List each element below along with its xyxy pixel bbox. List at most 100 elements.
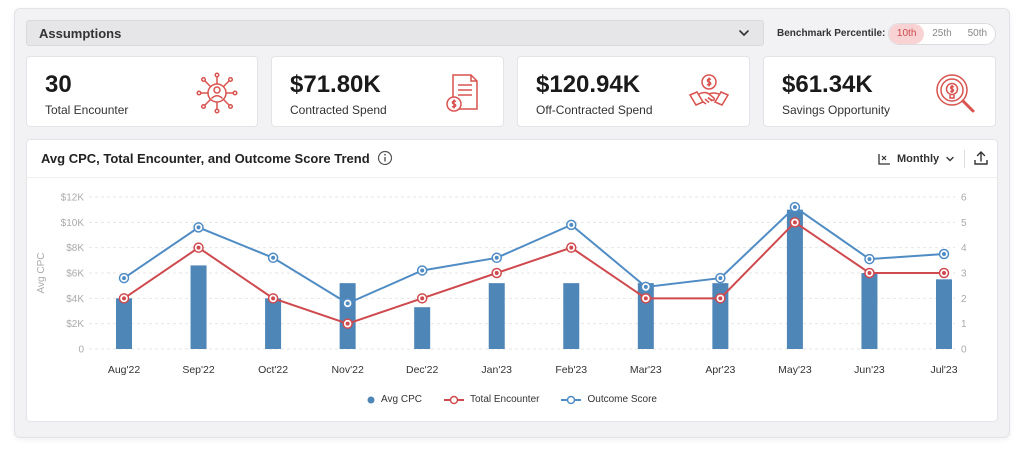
magnify-dollar-icon <box>936 74 975 113</box>
percentile-option-10th[interactable]: 10th <box>889 24 925 44</box>
benchmark-percentile-toggle: 10th 25th 50th <box>888 23 996 45</box>
kpi-label: Contracted Spend <box>290 103 387 117</box>
x-tick-label: Sep'22 <box>182 364 215 376</box>
outcome-score-point-core <box>494 255 499 260</box>
total-encounter-point-core <box>569 245 574 250</box>
legend-total-encounter[interactable]: Total Encounter <box>443 394 540 405</box>
x-tick-label: Nov'22 <box>331 364 364 376</box>
left-tick-label: $2K <box>66 319 84 330</box>
chart-legend: Avg CPC Total Encounter Outcome Score <box>27 394 997 405</box>
left-tick-label: $6K <box>66 269 84 280</box>
left-tick-label: 0 <box>78 345 84 356</box>
right-tick-label: 2 <box>961 294 967 305</box>
legend-outcome-score[interactable]: Outcome Score <box>561 394 657 405</box>
assumptions-accordion[interactable]: Assumptions <box>26 20 764 46</box>
trend-chart: 0 $2K $4K $6K $8K $10K $12K 0 1 2 3 4 5 6 Avg CPC Aug'2… <box>36 193 967 377</box>
chart-title: Avg CPC, Total Encounter, and Outcome Sc… <box>41 151 370 166</box>
total-encounter-point-core <box>494 271 499 275</box>
outcome-score-point-core <box>196 225 201 230</box>
handshake-dollar-icon <box>688 74 730 106</box>
bar-avg-cpc <box>936 279 952 349</box>
bar-avg-cpc <box>414 307 431 349</box>
x-tick-label: Jan'23 <box>481 364 512 376</box>
right-tick-label: 0 <box>961 345 967 356</box>
legend-label: Avg CPC <box>381 394 422 405</box>
right-tick-label: 1 <box>961 319 967 330</box>
outcome-score-point-core <box>643 284 648 289</box>
kpi-card-savings-opportunity: $61.34K Savings Opportunity <box>763 56 996 127</box>
bar-avg-cpc <box>339 283 356 349</box>
total-encounter-point-core <box>420 296 425 301</box>
toolbar-divider <box>964 150 965 168</box>
x-tick-label: Jun'23 <box>854 364 885 376</box>
right-tick-label: 4 <box>961 243 967 254</box>
left-tick-label: $10K <box>61 218 85 229</box>
total-encounter-point-core <box>345 321 350 326</box>
right-tick-label: 6 <box>961 193 967 204</box>
right-tick-label: 5 <box>961 218 967 229</box>
outcome-score-point-core <box>942 252 946 256</box>
outcome-score-point-core <box>420 268 425 273</box>
total-encounter-point-core <box>271 296 276 301</box>
x-tick-label: Aug'22 <box>108 364 141 376</box>
export-icon[interactable] <box>972 149 990 167</box>
total-encounter-point-core <box>867 271 872 275</box>
kpi-label: Total Encounter <box>45 103 129 117</box>
x-tick-label: Mar'23 <box>630 364 662 376</box>
bar-avg-cpc <box>190 265 207 349</box>
x-tick-label: Feb'23 <box>555 364 587 376</box>
total-encounter-point-core <box>942 271 946 275</box>
kpi-label: Off-Contracted Spend <box>536 103 653 117</box>
x-tick-label: Dec'22 <box>406 364 439 376</box>
outcome-score-point-core <box>718 276 723 281</box>
kpi-label: Savings Opportunity <box>782 103 891 117</box>
x-tick-label: Oct'22 <box>258 364 288 376</box>
bar-avg-cpc <box>116 298 132 349</box>
outcome-score-point-core <box>345 301 350 306</box>
outcome-score-point-core <box>867 257 872 262</box>
header-rule <box>27 177 997 178</box>
legend-line-icon <box>443 395 464 404</box>
benchmark-percentile-label: Benchmark Percentile: <box>777 28 886 39</box>
y-axis-label: Avg CPC <box>36 253 47 294</box>
legend-dot-icon <box>367 396 375 403</box>
left-tick-label: $8K <box>66 243 84 254</box>
outcome-score-line <box>123 205 945 305</box>
kpi-card-contracted-spend: $71.80K Contracted Spend <box>271 56 504 127</box>
legend-line-icon <box>561 395 582 404</box>
outcome-score-point-core <box>569 222 574 227</box>
left-tick-label: $12K <box>61 193 85 204</box>
bar-avg-cpc <box>861 273 878 349</box>
x-tick-label: May'23 <box>778 364 812 376</box>
network-person-icon <box>196 72 238 114</box>
left-tick-label: $4K <box>66 294 84 305</box>
kpi-card-total-encounter: 30 Total Encounter <box>26 56 258 127</box>
total-encounter-point-core <box>122 296 126 301</box>
granularity-dropdown[interactable]: Monthly <box>877 150 955 168</box>
outcome-score-point-core <box>271 255 276 260</box>
kpi-value: $61.34K <box>782 71 873 98</box>
bar-avg-cpc <box>786 209 803 349</box>
x-tick-label: Apr'23 <box>705 364 735 376</box>
kpi-value: $71.80K <box>290 71 381 98</box>
kpi-value: $120.94K <box>536 71 641 98</box>
info-icon[interactable] <box>377 150 393 166</box>
chevron-down-icon[interactable] <box>737 26 751 40</box>
total-encounter-point-core <box>792 220 797 225</box>
assumptions-title: Assumptions <box>39 26 122 41</box>
percentile-option-50th[interactable]: 50th <box>967 28 988 39</box>
legend-avg-cpc[interactable]: Avg CPC <box>367 394 422 405</box>
granularity-value: Monthly <box>897 153 940 165</box>
right-tick-label: 3 <box>961 269 967 280</box>
bar-avg-cpc <box>563 283 580 349</box>
kpi-card-off-contracted-spend: $120.94K Off-Contracted Spend <box>517 56 750 127</box>
total-encounter-point-core <box>196 245 201 250</box>
percentile-option-25th[interactable]: 25th <box>932 28 952 39</box>
total-encounter-point-core <box>643 296 648 301</box>
outcome-score-point-core <box>792 205 797 210</box>
legend-label: Total Encounter <box>469 394 540 405</box>
bar-avg-cpc <box>265 298 282 349</box>
kpi-value: 30 <box>45 71 72 98</box>
bar-avg-cpc <box>488 283 505 349</box>
legend-label: Outcome Score <box>587 394 657 405</box>
